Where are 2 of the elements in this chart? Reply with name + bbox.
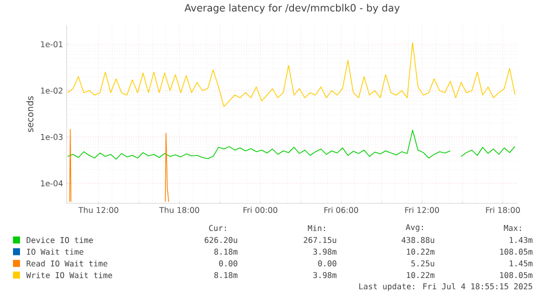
chart-title: Average latency for /dev/mmcblk0 - by day (184, 4, 400, 14)
y-axis-title: seconds (26, 96, 34, 132)
